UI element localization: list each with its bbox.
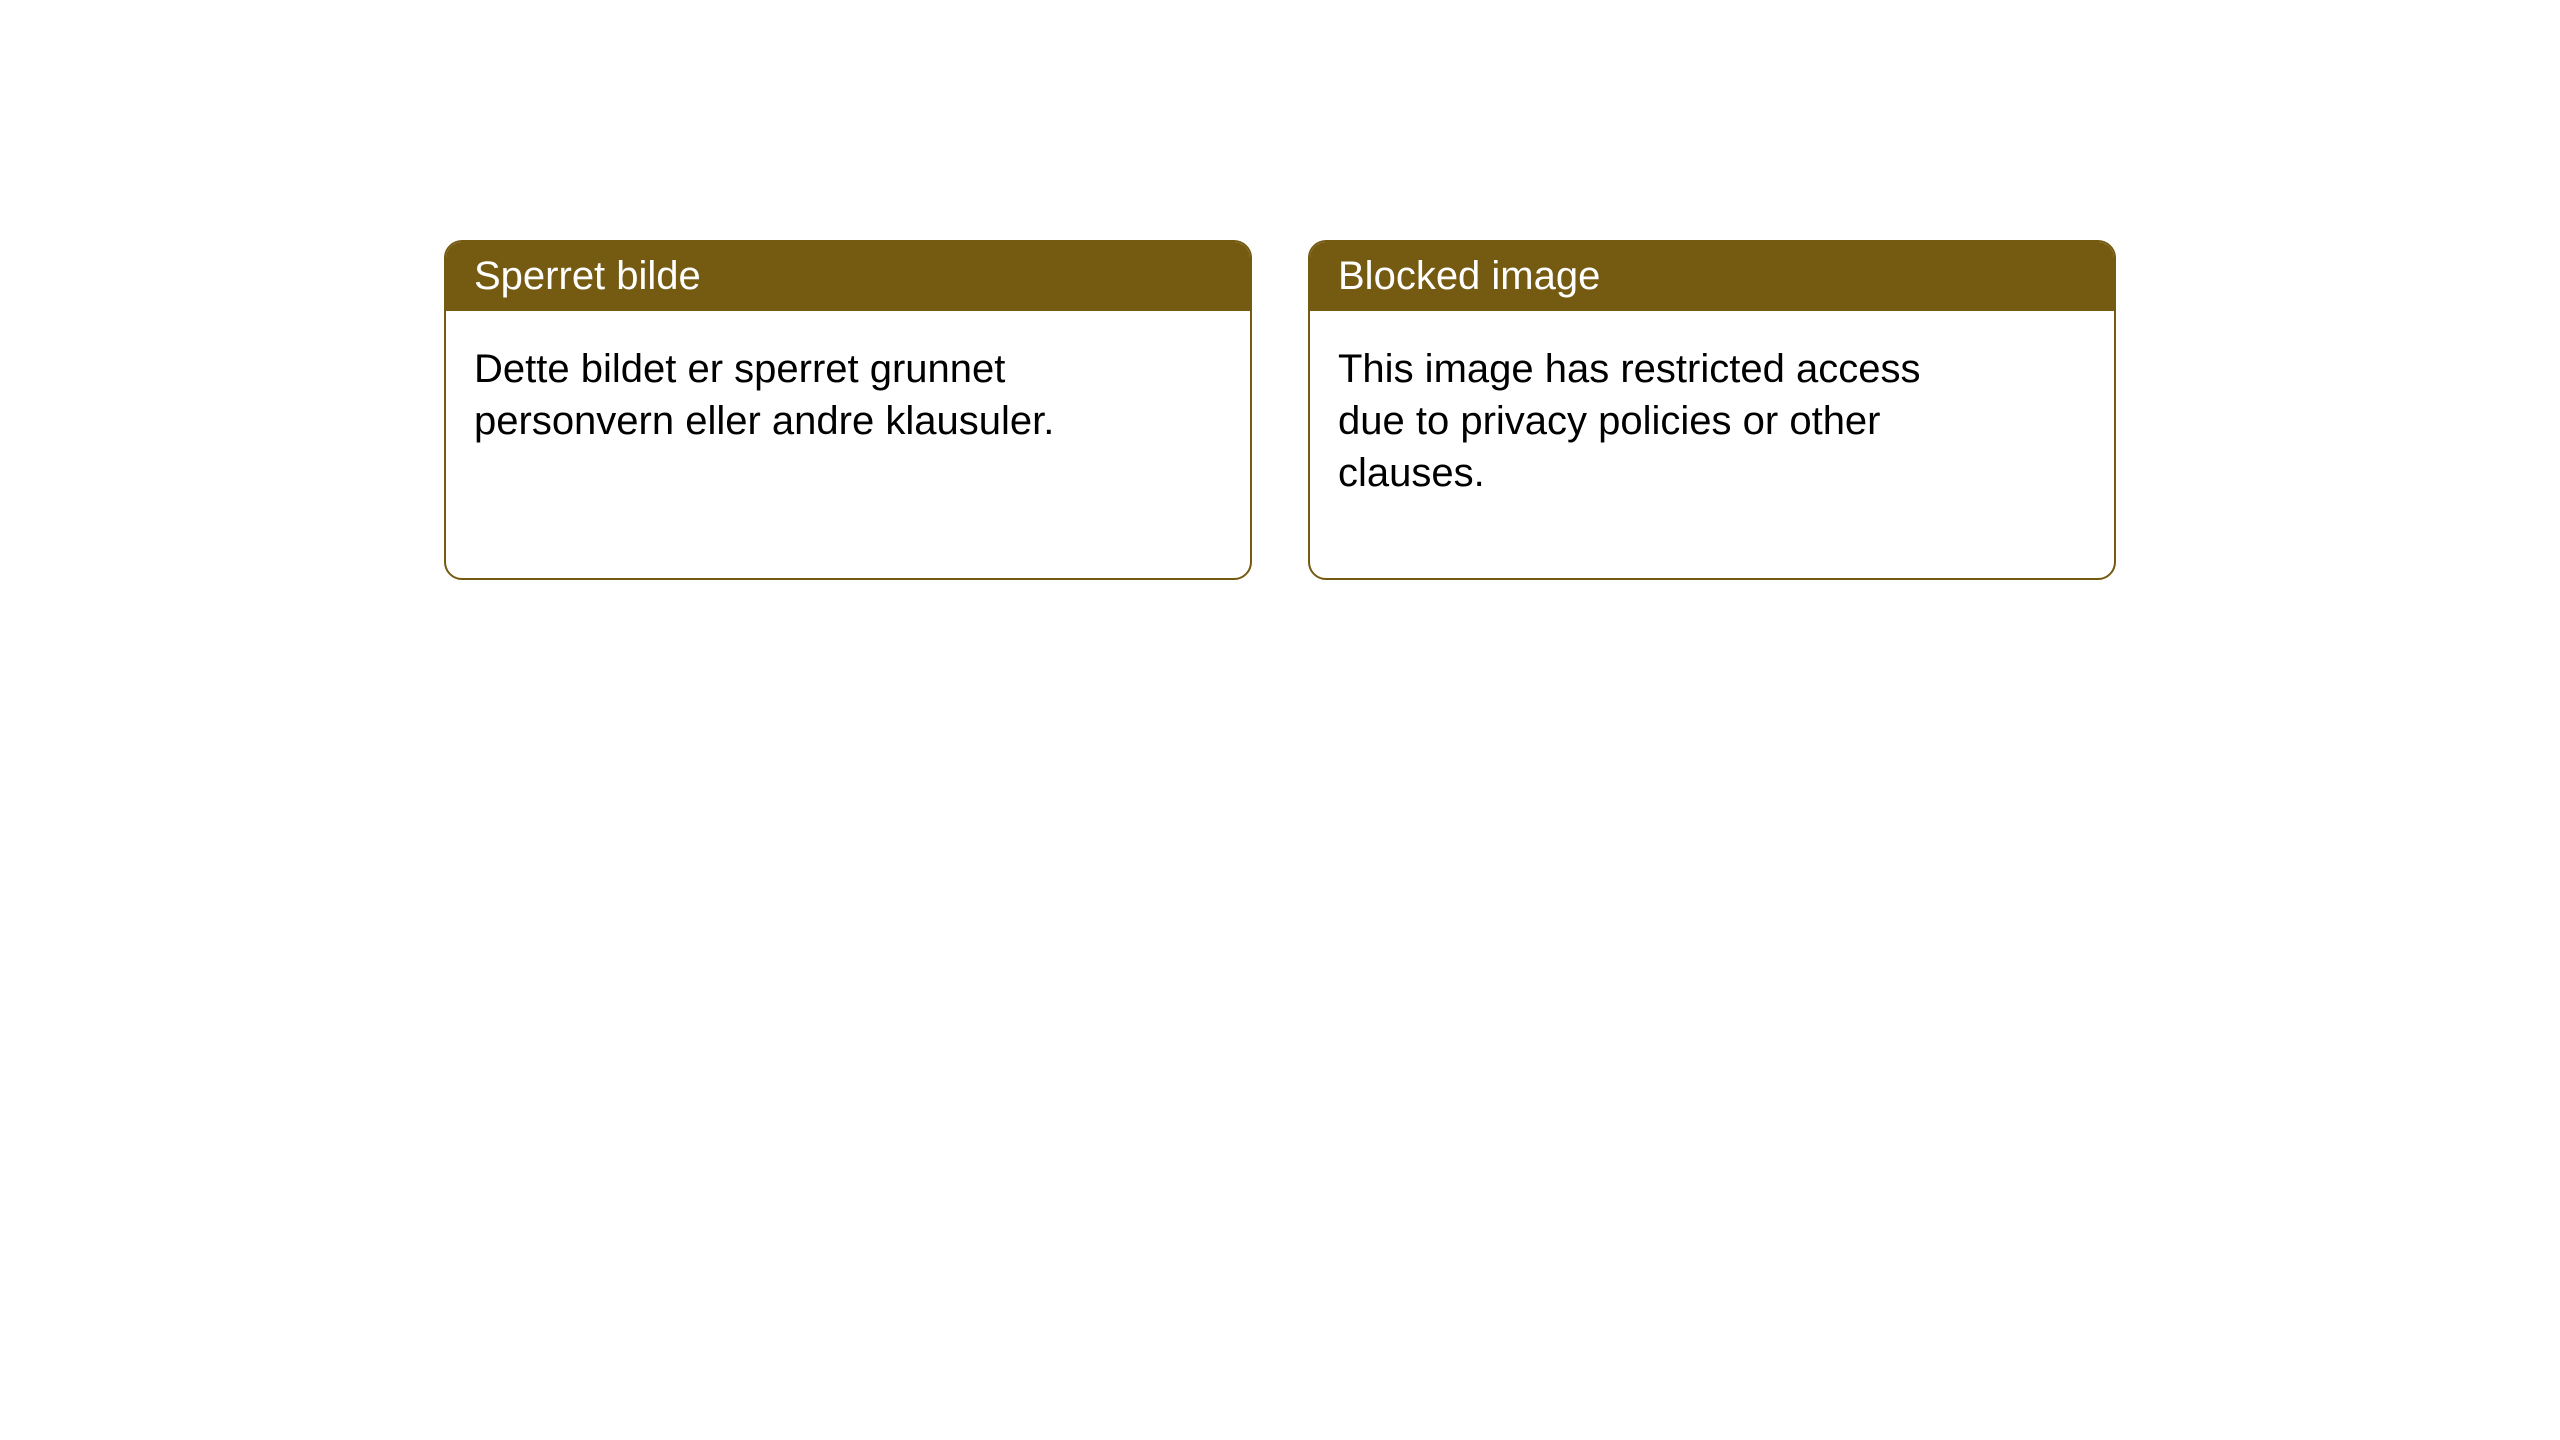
card-body-text-en: This image has restricted access due to …: [1338, 347, 1920, 495]
card-title-en: Blocked image: [1338, 254, 1600, 298]
blocked-image-card-no: Sperret bilde Dette bildet er sperret gr…: [444, 240, 1252, 580]
card-header-no: Sperret bilde: [446, 242, 1250, 311]
blocked-image-card-en: Blocked image This image has restricted …: [1308, 240, 2116, 580]
card-body-en: This image has restricted access due to …: [1310, 311, 1990, 531]
cards-container: Sperret bilde Dette bildet er sperret gr…: [444, 240, 2116, 1440]
card-body-no: Dette bildet er sperret grunnet personve…: [446, 311, 1126, 479]
card-title-no: Sperret bilde: [474, 254, 701, 298]
card-body-text-no: Dette bildet er sperret grunnet personve…: [474, 347, 1054, 443]
card-header-en: Blocked image: [1310, 242, 2114, 311]
